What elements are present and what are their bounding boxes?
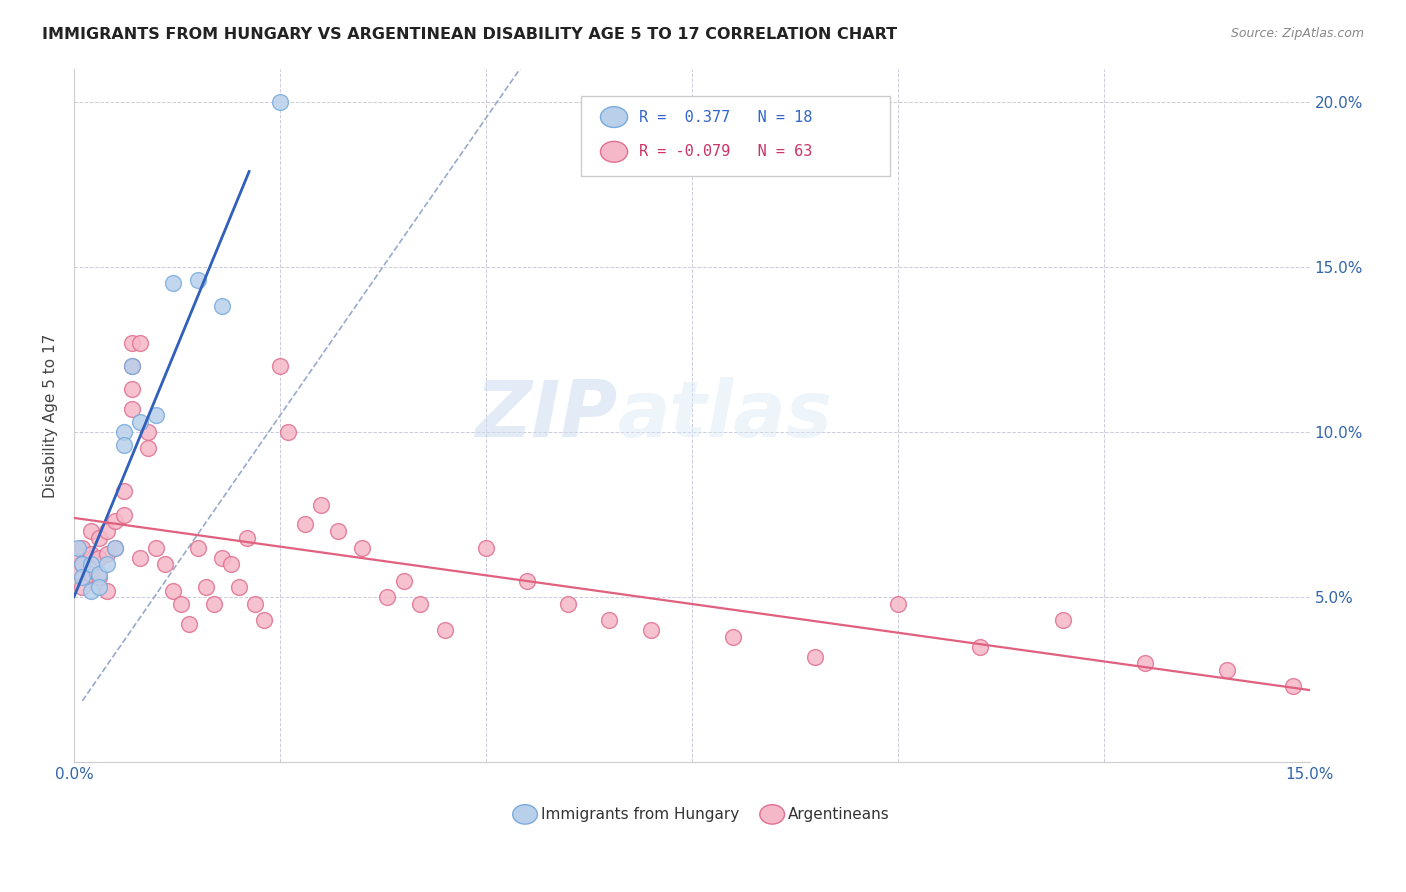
Point [170,597,193,611]
Point [145,541,167,555]
Point [179,616,201,631]
Point [79,557,101,571]
Point [145,409,167,423]
Point [433,623,456,637]
Point [1216,663,1239,677]
Point [557,597,579,611]
Point [219,557,242,571]
Point [96,524,118,538]
Point [392,574,415,588]
Point [112,425,135,439]
Point [79,524,101,538]
Point [162,583,184,598]
Point [67,541,90,555]
Point [187,273,209,287]
Point [969,640,991,654]
Point [65,547,87,561]
Point [112,438,135,452]
Point [236,531,259,545]
Point [129,415,152,429]
Point [516,574,538,588]
Text: Immigrants from Hungary: Immigrants from Hungary [541,807,740,822]
Point [121,359,143,373]
Point [129,335,152,350]
Point [252,613,274,627]
Point [294,517,316,532]
Text: R =  0.377   N = 18: R = 0.377 N = 18 [638,110,813,125]
Text: ZIP: ZIP [475,377,617,453]
Y-axis label: Disability Age 5 to 17: Disability Age 5 to 17 [44,334,58,498]
Point [87,531,110,545]
Point [96,583,118,598]
Point [121,359,143,373]
Point [269,95,291,109]
Point [721,630,744,644]
Point [194,580,217,594]
Point [87,550,110,565]
Point [112,508,135,522]
Point [269,359,291,373]
Ellipse shape [600,141,627,162]
Point [228,580,250,594]
Point [79,583,101,598]
Point [104,514,127,528]
Point [409,597,432,611]
Point [72,580,94,594]
Point [1133,657,1156,671]
Point [96,557,118,571]
Point [79,547,101,561]
Point [187,541,209,555]
Text: atlas: atlas [617,377,832,453]
Point [104,541,127,555]
Point [136,442,159,456]
Ellipse shape [600,107,627,128]
Text: Source: ZipAtlas.com: Source: ZipAtlas.com [1230,27,1364,40]
Point [72,570,94,584]
Point [640,623,662,637]
Point [887,597,910,611]
Point [309,498,332,512]
Point [211,300,233,314]
FancyBboxPatch shape [581,96,890,176]
Text: IMMIGRANTS FROM HUNGARY VS ARGENTINEAN DISABILITY AGE 5 TO 17 CORRELATION CHART: IMMIGRANTS FROM HUNGARY VS ARGENTINEAN D… [42,27,897,42]
Point [121,335,143,350]
Point [87,580,110,594]
Point [162,277,184,291]
Point [87,570,110,584]
Ellipse shape [513,805,537,824]
Point [475,541,498,555]
Point [72,557,94,571]
Point [352,541,374,555]
Point [1282,679,1305,693]
Text: R = -0.079   N = 63: R = -0.079 N = 63 [638,145,813,160]
Point [598,613,620,627]
Point [1052,613,1074,627]
Point [136,425,159,439]
Point [96,547,118,561]
Point [804,649,827,664]
Point [375,590,398,604]
Point [104,541,127,555]
Point [87,567,110,582]
Point [245,597,267,611]
Text: Argentineans: Argentineans [789,807,890,822]
Point [112,484,135,499]
Point [121,382,143,396]
Point [67,564,90,578]
Point [72,541,94,555]
Point [153,557,176,571]
Point [202,597,225,611]
Point [72,557,94,571]
Point [79,567,101,582]
Point [277,425,299,439]
Point [326,524,349,538]
Point [121,401,143,416]
Point [211,550,233,565]
Ellipse shape [759,805,785,824]
Point [129,550,152,565]
